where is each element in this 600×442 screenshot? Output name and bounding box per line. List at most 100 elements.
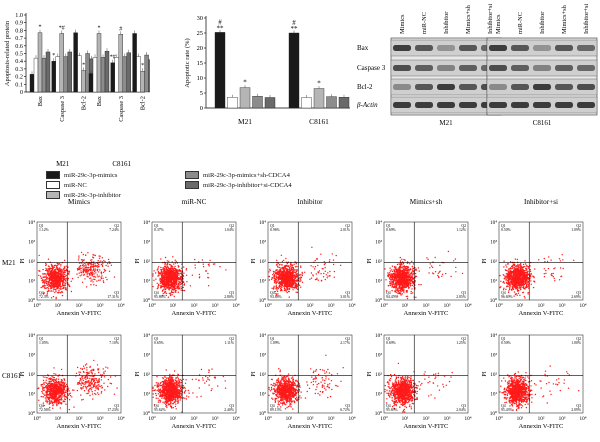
flow-dot <box>281 275 283 277</box>
flow-dot <box>95 393 97 396</box>
legend-item: miR-29c-3p-inhibitor <box>46 191 121 199</box>
flow-dot <box>313 268 316 270</box>
flow-dot <box>96 274 99 276</box>
bar <box>88 73 94 93</box>
flow-dot <box>292 279 295 282</box>
flow-dot <box>519 294 521 296</box>
flow-dot <box>288 296 290 298</box>
quadrant-value: 2.69% <box>571 295 582 299</box>
flow-dot <box>506 269 508 272</box>
flow-dot <box>285 270 288 272</box>
group-label: M21 <box>56 160 70 168</box>
flow-dot <box>51 270 53 272</box>
flow-dot <box>286 289 288 291</box>
x-axis-label: Annexin V-FITC <box>404 310 449 317</box>
flow-dot <box>183 272 185 274</box>
x-tick-label: 10² <box>423 303 430 309</box>
flow-dots <box>152 256 227 298</box>
flow-dot <box>90 284 92 286</box>
flow-dot <box>513 295 515 297</box>
flow-dot <box>511 286 513 288</box>
flow-dot <box>527 280 530 283</box>
flow-dot <box>89 272 91 275</box>
flow-dot <box>98 275 100 277</box>
flow-dot <box>172 270 175 272</box>
legend-item: miR-29c-3p-inhibitor+si-CDCA4 <box>185 181 292 189</box>
flow-dot <box>164 287 166 289</box>
flow-dot <box>290 277 293 280</box>
category-label: Bax <box>96 95 103 106</box>
flow-dot <box>521 266 523 268</box>
bar <box>104 50 110 93</box>
flow-dot <box>160 284 162 287</box>
flow-dot <box>43 284 45 287</box>
flow-dot <box>281 286 283 289</box>
flow-dot <box>177 272 179 275</box>
flow-dot <box>519 269 522 271</box>
flow-dot <box>405 268 407 270</box>
y-tick-label: 15 <box>197 60 203 67</box>
protein-bar-chart: 00.10.20.30.40.50.60.70.80.91.0Apoptosis… <box>4 12 150 168</box>
flow-dot <box>285 257 287 260</box>
flow-dot <box>177 287 179 290</box>
flow-dot <box>296 269 298 271</box>
flow-dot <box>505 279 507 281</box>
flow-dot <box>403 285 405 287</box>
flow-dot <box>87 266 90 269</box>
flow-dot <box>78 255 80 257</box>
flow-dot <box>91 259 93 261</box>
flow-dot <box>42 285 44 287</box>
y-tick-label: 10² <box>490 259 497 265</box>
blot-band <box>415 45 433 51</box>
flow-dot <box>63 276 66 278</box>
flow-dot <box>152 273 154 275</box>
flow-dot <box>162 274 164 277</box>
flow-dot <box>290 275 293 277</box>
flow-dot <box>439 264 441 267</box>
quadrant-name: Q1 <box>39 224 44 228</box>
flow-dot <box>160 274 162 276</box>
flow-dot <box>82 259 85 262</box>
bar <box>63 56 68 93</box>
flow-dot <box>270 278 273 281</box>
flow-dot <box>397 278 399 281</box>
flow-dot <box>517 265 520 267</box>
flow-dot <box>332 259 335 261</box>
flow-dot <box>514 293 517 296</box>
x-tick-label: 10¹ <box>170 303 177 309</box>
flow-dot <box>437 272 440 274</box>
flow-dot <box>46 290 49 293</box>
legend-swatch <box>46 171 60 179</box>
bar <box>59 33 64 93</box>
flow-dot <box>180 280 183 282</box>
flow-dot <box>410 282 412 285</box>
flow-dot <box>513 282 516 284</box>
flow-dot <box>96 379 98 382</box>
flow-dot <box>526 272 529 274</box>
flow-dot <box>48 265 50 268</box>
flow-dot <box>517 263 519 266</box>
y-tick-label: 20 <box>197 45 203 52</box>
flow-dot <box>207 272 209 275</box>
flow-dot <box>294 269 296 271</box>
flow-dot <box>402 284 404 286</box>
flow-dot <box>294 282 297 285</box>
flow-dot <box>78 272 80 274</box>
flow-dot <box>76 389 79 392</box>
flow-dot <box>65 278 67 280</box>
x-tick-label: 10⁴ <box>118 303 125 309</box>
flow-dot <box>162 292 164 295</box>
bar <box>41 57 47 93</box>
flow-dot <box>525 285 528 288</box>
flow-dot <box>525 287 527 289</box>
flow-dot <box>157 285 159 287</box>
bar <box>264 97 276 109</box>
flow-dot <box>82 271 85 273</box>
flow-dot <box>54 291 56 294</box>
flow-dot <box>93 254 95 256</box>
flow-dot <box>81 264 84 267</box>
flow-dot <box>175 277 178 279</box>
flow-dot <box>461 272 464 275</box>
flow-dot <box>183 281 185 283</box>
